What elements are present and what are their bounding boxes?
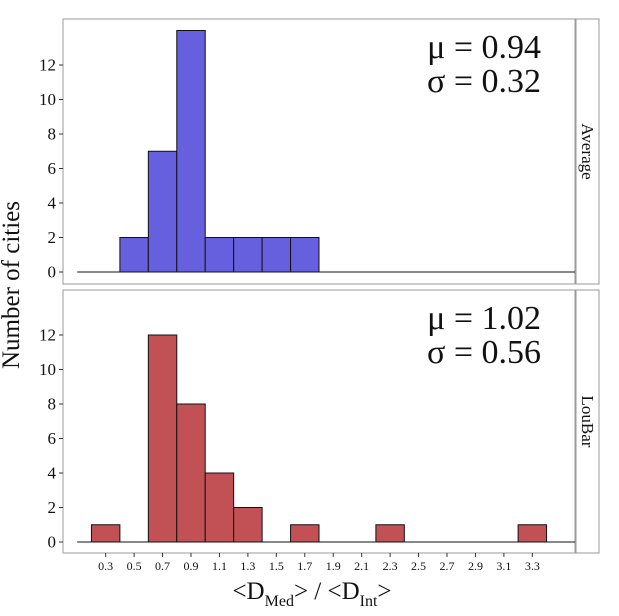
mean-annotation: μ = 0.94 xyxy=(427,29,541,66)
y-tick-label: 8 xyxy=(48,125,57,144)
histogram-bar xyxy=(147,150,178,273)
y-tick-label: 6 xyxy=(48,429,57,448)
x-tick-label: 0.5 xyxy=(127,559,142,573)
histogram-bar xyxy=(147,334,178,543)
histogram-bar xyxy=(204,237,235,273)
facet-strip xyxy=(575,18,600,285)
x-tick-label: 2.7 xyxy=(440,559,455,573)
y-tick-label: 0 xyxy=(48,263,57,282)
histogram-bar xyxy=(90,524,121,543)
x-tick-label: 3.3 xyxy=(525,559,540,573)
y-axis-title: Number of cities xyxy=(0,201,25,369)
histogram-bar xyxy=(176,403,206,543)
panel-loubar: LouBar 0 2 4 6 8 10 12 μ = 1.02σ = 0.56 xyxy=(39,289,600,554)
panels-layer: Average 0 2 4 6 8 10 12 μ = 0.94σ = 0.32 LouBar 0 2… xyxy=(39,18,600,554)
x-tick-label: 3.1 xyxy=(496,559,511,573)
x-tick-label: 0.9 xyxy=(184,559,199,573)
sigma-annotation: σ = 0.56 xyxy=(427,334,541,371)
histogram-bar xyxy=(375,524,405,543)
y-tick-label: 10 xyxy=(39,360,56,379)
facet-strip-label: Average xyxy=(578,123,597,179)
x-axis-title-subscript: Med xyxy=(265,593,294,610)
y-tick-label: 12 xyxy=(39,56,56,75)
x-tick-label: 0.3 xyxy=(98,559,113,573)
histogram-bar xyxy=(261,237,292,273)
y-tick-label: 0 xyxy=(48,533,57,552)
x-tick-label: 1.7 xyxy=(297,559,312,573)
x-axis-title-part: <D xyxy=(232,578,264,605)
x-tick-label: 1.5 xyxy=(269,559,284,573)
histogram-bar xyxy=(176,30,206,273)
y-tick-label: 10 xyxy=(39,90,56,109)
histogram-bar xyxy=(233,507,263,543)
facet-strip xyxy=(575,289,600,554)
sigma-annotation: σ = 0.32 xyxy=(427,63,541,100)
y-tick-label: 2 xyxy=(48,498,57,517)
histogram-bar xyxy=(119,237,149,273)
y-tick-label: 8 xyxy=(48,395,57,414)
y-tick-label: 2 xyxy=(48,228,57,247)
y-tick-label: 12 xyxy=(39,326,56,345)
mean-annotation: μ = 1.02 xyxy=(427,300,541,337)
x-tick-label: 0.7 xyxy=(155,559,170,573)
y-tick-label: 6 xyxy=(48,159,57,178)
histogram-bar xyxy=(517,524,548,543)
x-tick-label: 1.9 xyxy=(326,559,341,573)
x-axis-title-part: > xyxy=(377,578,391,605)
x-axis: 0.3 0.5 0.7 0.9 1.1 1.3 1.5 1.7 1.9 2.1 2.3 2.5 2.7 2… xyxy=(98,553,540,573)
x-tick-label: 1.3 xyxy=(240,559,255,573)
histogram-bar xyxy=(204,472,235,543)
x-axis-title-part: > / <D xyxy=(294,578,360,605)
y-tick-label: 4 xyxy=(48,464,57,483)
facet-strip-label: LouBar xyxy=(578,396,597,448)
panel-average: Average 0 2 4 6 8 10 12 μ = 0.94σ = 0.32 xyxy=(39,18,600,285)
x-axis-title-subscript: Int xyxy=(360,593,378,610)
histogram-bar xyxy=(233,237,263,273)
histogram-bar xyxy=(290,524,320,543)
y-tick-label: 4 xyxy=(48,194,57,213)
x-tick-label: 2.3 xyxy=(383,559,398,573)
x-tick-label: 2.9 xyxy=(468,559,483,573)
x-tick-label: 2.1 xyxy=(354,559,369,573)
x-axis-title: <DMed> / <DInt> xyxy=(232,578,391,610)
x-tick-label: 2.5 xyxy=(411,559,426,573)
histogram-bar xyxy=(290,237,320,273)
x-tick-label: 1.1 xyxy=(212,559,227,573)
